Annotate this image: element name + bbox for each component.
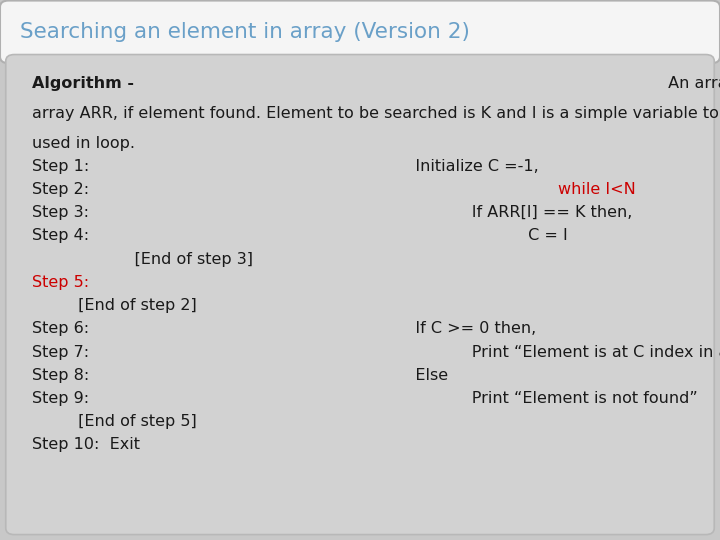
Text: while I<N: while I<N <box>558 182 636 197</box>
Text: Print “Element is at C index in array ARR”: Print “Element is at C index in array AR… <box>400 345 720 360</box>
FancyBboxPatch shape <box>0 1 720 63</box>
Text: [End of step 5]: [End of step 5] <box>32 414 197 429</box>
Text: used in loop.: used in loop. <box>32 136 135 151</box>
Text: Step 9:: Step 9: <box>32 391 89 406</box>
FancyBboxPatch shape <box>6 55 714 535</box>
Text: C = I: C = I <box>400 228 568 244</box>
Text: If ARR[I] == K then,: If ARR[I] == K then, <box>400 205 633 220</box>
Text: Step 3:: Step 3: <box>32 205 89 220</box>
Text: Step 2:: Step 2: <box>32 182 89 197</box>
Text: If C >= 0 then,: If C >= 0 then, <box>400 321 536 336</box>
Text: Step 8:: Step 8: <box>32 368 90 383</box>
Text: Print “Element is not found”: Print “Element is not found” <box>400 391 698 406</box>
Text: An array ARR of N elements is given. C represents the index of element in: An array ARR of N elements is given. C r… <box>663 76 720 91</box>
Text: Step 5:: Step 5: <box>32 275 89 290</box>
Text: [End of step 3]: [End of step 3] <box>32 252 253 267</box>
Text: Step 1:: Step 1: <box>32 159 90 174</box>
Text: Step 10:  Exit: Step 10: Exit <box>32 437 140 453</box>
Text: Step 6:: Step 6: <box>32 321 89 336</box>
Text: [End of step 2]: [End of step 2] <box>32 298 197 313</box>
Text: Searching an element in array (Version 2): Searching an element in array (Version 2… <box>20 22 470 43</box>
Text: Algorithm -: Algorithm - <box>32 76 140 91</box>
Text: Step 7:: Step 7: <box>32 345 89 360</box>
Text: array ARR, if element found. Element to be searched is K and I is a simple varia: array ARR, if element found. Element to … <box>32 106 720 121</box>
Text: Initialize C =-1,: Initialize C =-1, <box>400 159 544 174</box>
Text: Else: Else <box>400 368 449 383</box>
Text: Step 4:: Step 4: <box>32 228 89 244</box>
